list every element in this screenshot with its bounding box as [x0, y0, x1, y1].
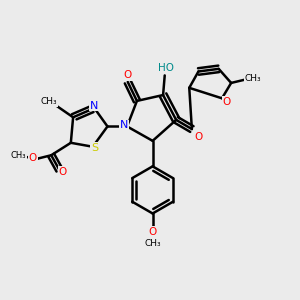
Text: O: O — [194, 132, 202, 142]
Text: S: S — [91, 143, 98, 153]
Text: CH₃: CH₃ — [245, 74, 261, 82]
Text: O: O — [148, 227, 157, 237]
Text: O: O — [124, 70, 132, 80]
Text: CH₃: CH₃ — [144, 239, 161, 248]
Text: O: O — [29, 153, 37, 163]
Text: O: O — [223, 97, 231, 106]
Text: O: O — [58, 167, 67, 177]
Text: HO: HO — [158, 63, 174, 73]
Text: CH₃: CH₃ — [40, 97, 57, 106]
Text: CH₃: CH₃ — [11, 152, 26, 160]
Text: N: N — [120, 121, 128, 130]
Text: N: N — [90, 100, 99, 110]
